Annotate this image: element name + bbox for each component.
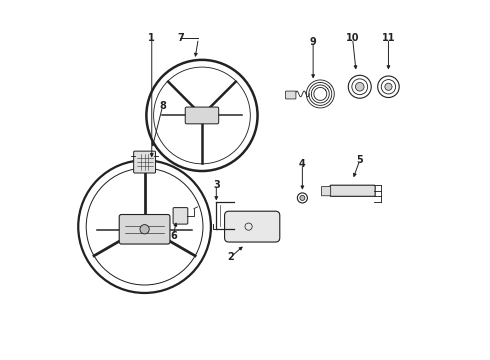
FancyBboxPatch shape: [321, 186, 331, 196]
Text: 6: 6: [170, 231, 177, 240]
Text: 9: 9: [310, 37, 317, 47]
Text: 8: 8: [159, 102, 166, 112]
FancyBboxPatch shape: [286, 91, 296, 99]
Circle shape: [140, 225, 149, 234]
FancyBboxPatch shape: [185, 107, 219, 124]
Text: 5: 5: [356, 155, 363, 165]
Circle shape: [300, 195, 305, 201]
Circle shape: [355, 82, 364, 91]
FancyBboxPatch shape: [330, 185, 375, 196]
Text: 11: 11: [382, 33, 395, 43]
Text: 4: 4: [299, 159, 306, 169]
Text: 2: 2: [227, 252, 234, 262]
FancyBboxPatch shape: [134, 151, 155, 173]
FancyBboxPatch shape: [173, 208, 188, 224]
FancyBboxPatch shape: [224, 211, 280, 242]
Text: 10: 10: [346, 33, 359, 43]
FancyBboxPatch shape: [119, 215, 170, 244]
Circle shape: [385, 83, 392, 90]
Text: 1: 1: [148, 33, 155, 43]
Circle shape: [141, 223, 148, 230]
Text: 7: 7: [177, 33, 184, 43]
Circle shape: [199, 113, 205, 118]
Text: 3: 3: [213, 180, 220, 190]
